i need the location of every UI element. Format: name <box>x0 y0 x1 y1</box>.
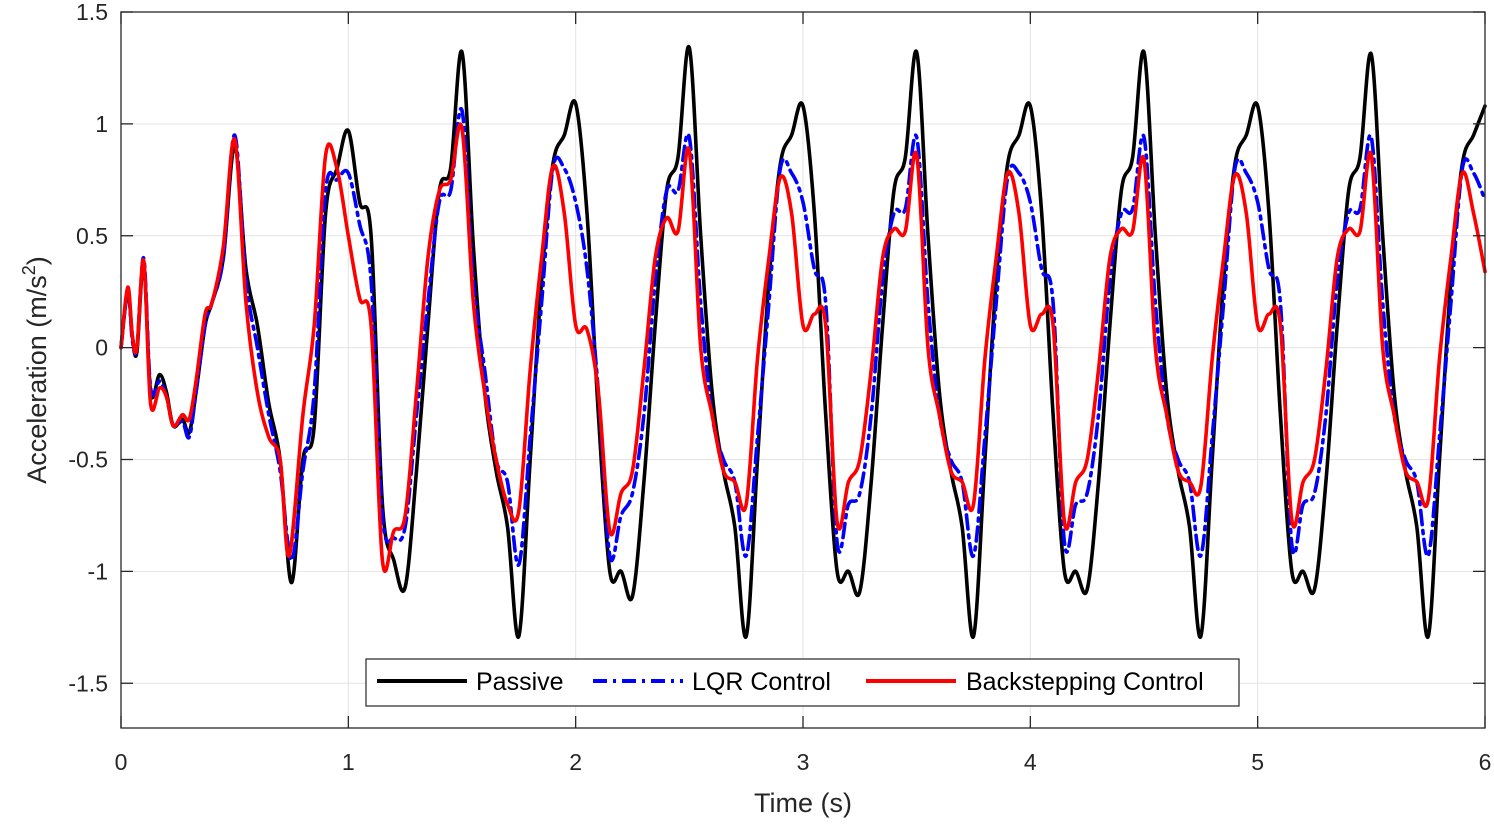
legend-label-passive: Passive <box>476 668 564 696</box>
x-tick-label: 3 <box>797 749 810 775</box>
x-tick-label: 4 <box>1024 749 1037 775</box>
legend: Passive LQR Control Backstepping Control <box>365 658 1240 707</box>
legend-box <box>365 658 1240 707</box>
legend-label-backstepping: Backstepping Control <box>966 668 1204 696</box>
x-tick-label: 2 <box>569 749 582 775</box>
y-tick-label: 0.5 <box>76 223 108 249</box>
x-tick-label: 5 <box>1251 749 1264 775</box>
y-tick-label: -0.5 <box>68 447 108 473</box>
series-line-lqr <box>119 106 1487 567</box>
x-tick-label: 0 <box>115 749 128 775</box>
axis-ticks: 0 1 2 3 4 5 6 -1.5 -1 -0.5 0 0.5 1 1.5 <box>68 0 1491 775</box>
y-tick-label: -1.5 <box>68 670 108 696</box>
y-tick-label: 1 <box>95 111 108 137</box>
series-line-backstepping <box>119 122 1487 573</box>
y-tick-label: 0 <box>95 335 108 361</box>
x-axis-title: Time (s) <box>754 788 852 818</box>
y-axis-title-superscript: 2 <box>19 265 39 275</box>
y-tick-label: 1.5 <box>76 0 108 25</box>
y-axis-title-main: Acceleration (m/s <box>22 275 52 484</box>
legend-label-lqr: LQR Control <box>692 668 831 696</box>
x-tick-label: 6 <box>1479 749 1492 775</box>
x-tick-label: 1 <box>342 749 355 775</box>
y-axis-title-suffix: ) <box>22 256 52 265</box>
series-line-passive <box>119 44 1487 639</box>
y-tick-label: -1 <box>88 558 108 584</box>
y-axis-title: Acceleration (m/s2) <box>19 256 52 484</box>
series-lines <box>119 44 1487 639</box>
